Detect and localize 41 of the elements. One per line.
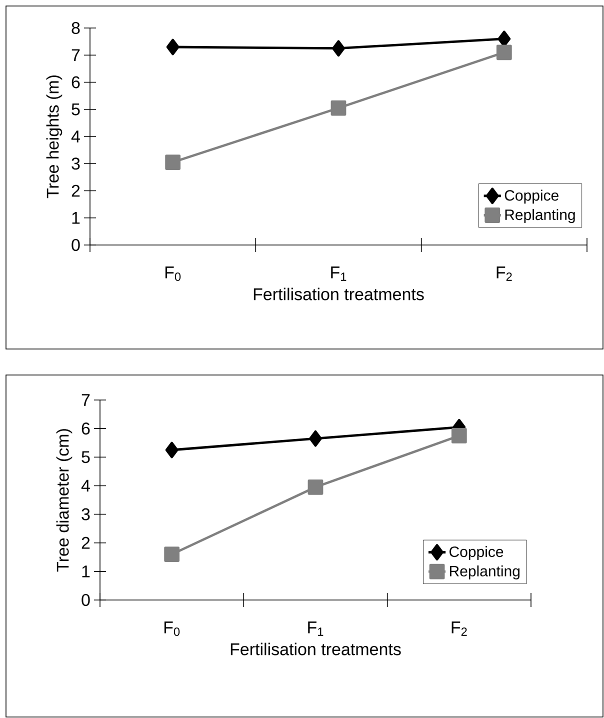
y-tick-label: 5 [82,451,90,464]
y-tick-label: 2 [82,536,90,549]
y-tick-label: 6 [72,76,80,88]
x-tick-label: F$_{0}$ [165,266,181,281]
y-tick-label: 1 [82,566,90,578]
y-tick-label: 8 [72,22,80,34]
y-tick-label: 6 [82,422,90,435]
x-tick-label: F$_{1}$ [331,266,346,281]
point [332,40,345,57]
x-tick-label: F$_{1}$ [308,622,324,636]
y-tick-label: 1 [72,212,80,224]
y-tick-label: 3 [82,508,90,520]
y-tick-label: 0 [82,594,90,606]
y-tick-label: 4 [71,130,80,142]
y-tick-label: 7 [82,394,90,406]
point [308,479,324,495]
x-axis-title: Fertilisation treatments [230,642,401,656]
y-axis-title: Tree heights (m) [46,76,62,198]
x-tick-label: F$_{0}$ [164,622,180,636]
point [164,546,180,562]
x-axis-title: Fertilisation treatments [254,288,424,300]
y-tick-label: 3 [72,158,80,170]
point [165,154,181,170]
x-tick-label: F$_{2}$ [452,622,467,636]
legend-label: Coppice [504,190,558,204]
y-axis-title: Tree diameter (cm) [56,429,72,572]
legend-label: Replanting [505,209,575,224]
y-tick-label: 5 [72,103,80,116]
point [330,100,346,116]
y-tick-label: 2 [72,184,80,197]
point [165,442,178,458]
x-tick-label: F$_{2}$ [496,266,512,281]
point [496,44,512,60]
legend-label: Replanting [450,565,520,580]
point [309,430,322,447]
y-tick-label: 0 [72,238,80,252]
legend-label: Coppice [450,546,504,560]
y-tick-label: 4 [81,480,90,492]
point [166,38,180,56]
y-tick-label: 7 [72,49,80,61]
point [451,428,467,444]
